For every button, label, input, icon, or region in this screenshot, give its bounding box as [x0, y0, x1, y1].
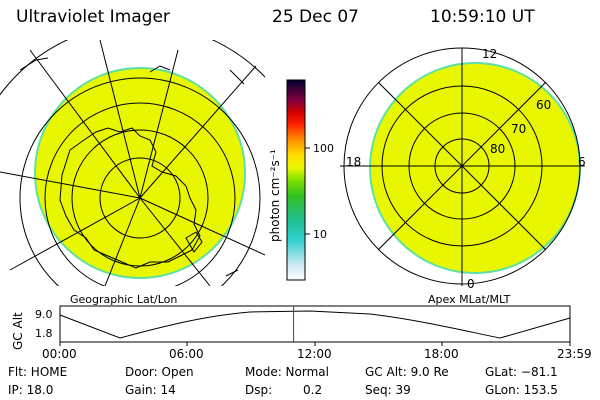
colorbar-tick-10: 10 — [313, 228, 327, 241]
right-map-caption: Apex MLat/MLT — [428, 293, 511, 306]
timeline-xtick-2359: 23:59 — [557, 347, 592, 361]
image-time: 10:59:10 UT — [430, 7, 535, 27]
mlt-label-0: 0 — [467, 277, 475, 291]
mlt-lines — [340, 48, 585, 286]
geographic-map — [0, 40, 265, 286]
colorbar-tick-100: 100 — [313, 142, 334, 155]
status-ip: IP: 18.0 — [8, 383, 54, 397]
left-map-caption: Geographic Lat/Lon — [70, 293, 177, 306]
altitude-curve — [59, 310, 571, 339]
timeline-frame — [59, 305, 571, 343]
coastline-island — [185, 231, 203, 253]
timeline-ticks — [59, 342, 571, 346]
status-dsp-label: Dsp: — [245, 383, 273, 397]
mlt-label-12: 12 — [482, 47, 497, 61]
lat-circle — [44, 102, 236, 286]
colorbar — [286, 79, 306, 281]
orbit-timeline — [59, 305, 571, 346]
status-glat: GLat: −81.1 — [485, 365, 558, 379]
status-door: Door: Open — [125, 365, 194, 379]
status-mode: Mode: Normal — [245, 365, 329, 379]
mlat-label-80: 80 — [490, 142, 505, 156]
mlt-label-6: 6 — [578, 155, 586, 169]
image-date: 25 Dec 07 — [272, 7, 359, 27]
status-gc-alt: GC Alt: 9.0 Re — [365, 365, 449, 379]
colorbar-label: photon cm⁻²s⁻¹ — [268, 149, 282, 242]
timeline-ytick-min: 1.8 — [35, 327, 53, 340]
image-disc-left — [36, 69, 244, 277]
mlat-label-60: 60 — [536, 98, 551, 112]
coastline-fragments — [19, 57, 245, 277]
timeline-ylabel: GC Alt — [11, 312, 25, 350]
mlat-label-70: 70 — [511, 122, 526, 136]
lat-circle — [19, 77, 261, 286]
image-disc-right — [371, 64, 579, 272]
status-glon: GLon: 153.5 — [485, 383, 558, 397]
apex-map — [340, 47, 585, 286]
timeline-xtick-0600: 06:00 — [169, 347, 204, 361]
status-dsp-value: 0.2 — [303, 383, 323, 397]
timeline-xtick-1200: 12:00 — [297, 347, 332, 361]
coastline — [59, 127, 201, 269]
status-seq: Seq: 39 — [365, 383, 411, 397]
instrument-title: Ultraviolet Imager — [16, 7, 170, 27]
status-flt: Flt: HOME — [8, 365, 68, 379]
timeline-ytick-max: 9.0 — [35, 308, 53, 321]
timeline-xtick-0000: 00:00 — [42, 347, 77, 361]
timeline-xtick-1800: 18:00 — [424, 347, 459, 361]
mlt-label-18: 18 — [346, 155, 361, 169]
lat-circle — [99, 157, 181, 239]
meridians — [0, 40, 265, 286]
status-gain: Gain: 14 — [125, 383, 176, 397]
